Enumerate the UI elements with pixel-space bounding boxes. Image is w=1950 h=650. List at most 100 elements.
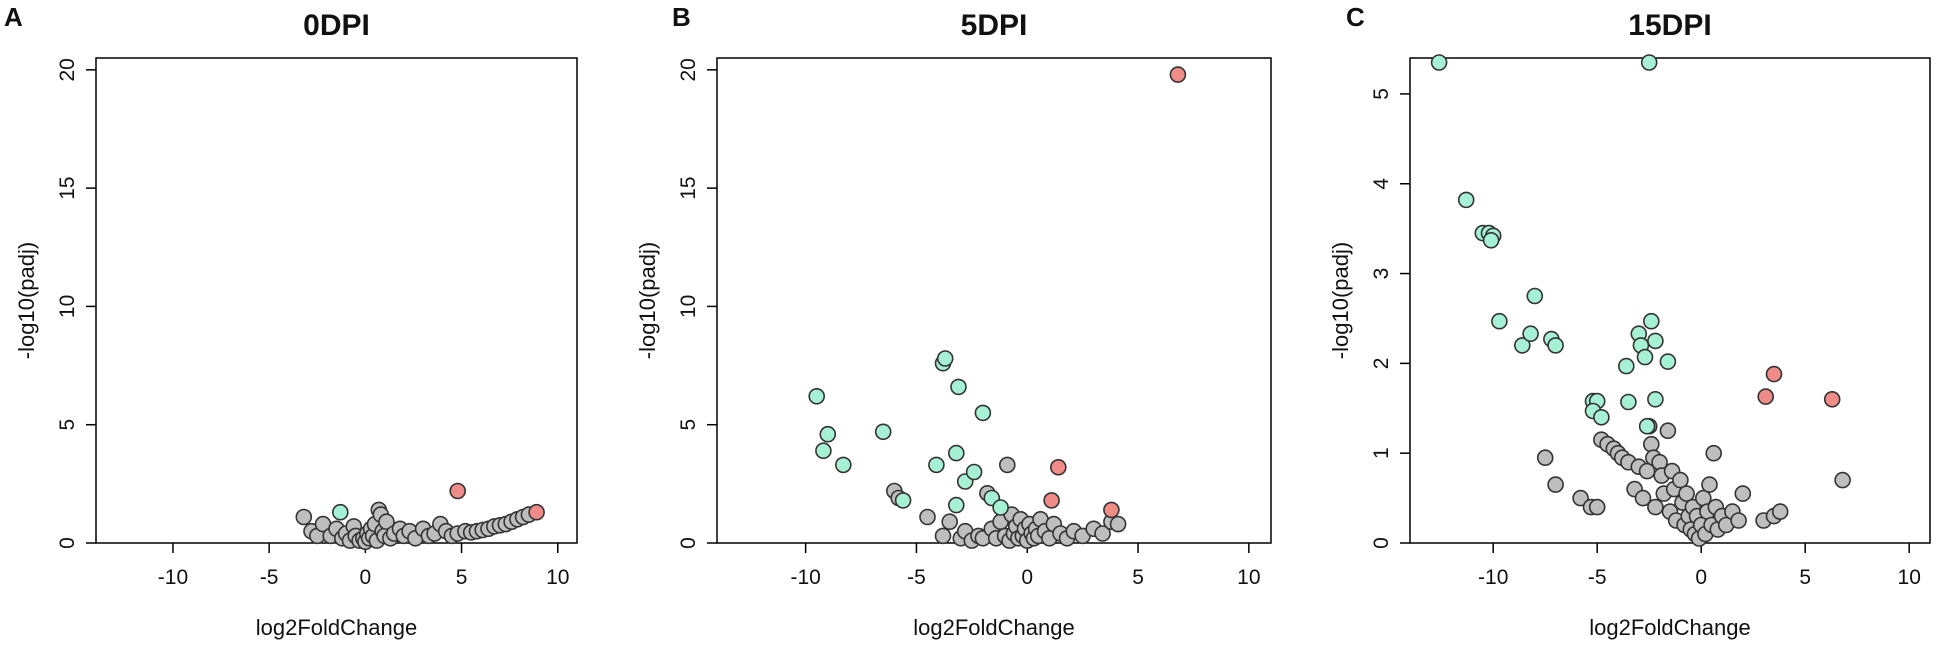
y-tick-label: 5 <box>677 419 700 431</box>
point-down <box>1547 337 1564 354</box>
point-ns <box>1771 503 1789 520</box>
point-down <box>1457 191 1475 209</box>
point-up <box>528 503 545 521</box>
point-up <box>1050 458 1067 476</box>
x-axis-label: log2FoldChange <box>256 615 417 640</box>
y-tick-label: 5 <box>56 419 79 431</box>
y-tick-label: 2 <box>1370 358 1393 370</box>
x-tick-label: -10 <box>1478 566 1508 589</box>
point-down <box>1647 332 1664 350</box>
y-tick-label: 15 <box>56 176 79 199</box>
y-tick-label: 10 <box>677 295 700 318</box>
chart-title: 0DPI <box>303 9 370 42</box>
y-axis-label: -log10(padj) <box>14 242 39 359</box>
point-down <box>819 425 837 443</box>
point-down <box>331 503 349 521</box>
point-down <box>928 456 945 474</box>
point-down <box>815 442 832 460</box>
y-tick-label: 10 <box>56 295 79 318</box>
chart-title: 5DPI <box>961 9 1028 42</box>
point-down <box>936 350 954 367</box>
panel-label: B <box>672 2 691 32</box>
point-down <box>965 463 983 481</box>
y-tick-label: 4 <box>1370 178 1393 190</box>
x-tick-label: -10 <box>790 566 820 589</box>
point-ns <box>1834 471 1851 489</box>
point-down <box>808 387 826 405</box>
plot-frame <box>95 57 578 544</box>
panel-b: B 5DPI -10 -5 0 5 10 0 5 10 15 20 log2FoldChange -log… <box>635 2 1272 640</box>
x-axis-label: log2FoldChange <box>1589 615 1750 640</box>
x-tick-label: 10 <box>1237 566 1260 589</box>
point-up <box>1103 501 1120 519</box>
point-ns <box>998 456 1016 474</box>
x-tick-label: -5 <box>1588 566 1607 589</box>
point-ns <box>1634 489 1652 507</box>
y-tick-label: 20 <box>56 58 79 81</box>
point-ns <box>378 513 395 531</box>
point-down <box>1491 312 1508 330</box>
plot-frame <box>1409 57 1931 544</box>
y-axis-label: -log10(padj) <box>635 242 660 359</box>
point-ns <box>1678 485 1695 502</box>
point-up <box>1823 390 1841 408</box>
point-down <box>834 456 852 474</box>
point-down <box>1643 312 1660 330</box>
point-ns <box>295 508 313 526</box>
point-down <box>1636 348 1654 366</box>
point-ns <box>1638 462 1656 480</box>
point-ns <box>941 513 959 531</box>
point-up <box>1765 365 1783 383</box>
y-tick-label: 1 <box>1370 447 1393 459</box>
panel-label: C <box>1346 2 1365 32</box>
point-down <box>1638 417 1656 435</box>
point-up <box>449 482 467 500</box>
point-up <box>1043 492 1060 509</box>
point-ns <box>1536 449 1554 467</box>
x-tick-label: 0 <box>1021 566 1033 589</box>
point-ns <box>1659 422 1677 440</box>
point-ns <box>1588 498 1606 516</box>
point-ns <box>934 527 952 545</box>
y-tick-label: 5 <box>1370 88 1393 100</box>
point-down <box>1620 393 1637 411</box>
point-down <box>1618 357 1635 375</box>
y-tick-label: 0 <box>677 537 700 549</box>
point-down <box>1522 325 1539 343</box>
point-down <box>1526 287 1544 305</box>
x-tick-label: 10 <box>546 566 569 589</box>
point-down <box>1430 54 1448 71</box>
x-tick-label: 5 <box>1132 566 1144 589</box>
point-down <box>1640 54 1658 71</box>
point-down <box>894 492 912 509</box>
y-tick-label: 0 <box>1370 537 1393 549</box>
y-tick-label: 20 <box>677 58 700 81</box>
point-ns <box>1109 515 1127 533</box>
point-ns <box>1547 476 1564 493</box>
x-tick-label: -5 <box>907 566 926 589</box>
point-ns <box>1647 498 1664 516</box>
point-down <box>1482 232 1500 249</box>
point-down <box>947 444 965 462</box>
point-down <box>974 404 992 422</box>
x-tick-label: 5 <box>456 566 468 589</box>
point-down <box>1593 408 1610 426</box>
point-down <box>1514 337 1531 354</box>
point-ns <box>1094 525 1111 542</box>
y-axis-label: -log10(padj) <box>1328 242 1353 359</box>
point-up <box>1757 388 1774 405</box>
point-down <box>992 499 1009 516</box>
x-axis-label: log2FoldChange <box>913 615 1074 640</box>
point-down <box>874 423 892 441</box>
panel-c: C 15DPI -10 -5 0 5 10 0 1 2 3 4 5 log2FoldChange -log1… <box>1328 2 1931 640</box>
point-down <box>1659 353 1677 370</box>
point-ns <box>1705 444 1722 462</box>
point-ns <box>919 508 936 526</box>
point-ns <box>1672 471 1689 489</box>
point-ns <box>1701 476 1718 493</box>
point-down <box>947 496 965 514</box>
x-tick-label: -5 <box>260 566 279 589</box>
point-ns <box>1572 489 1589 507</box>
x-tick-label: 0 <box>1695 566 1707 589</box>
